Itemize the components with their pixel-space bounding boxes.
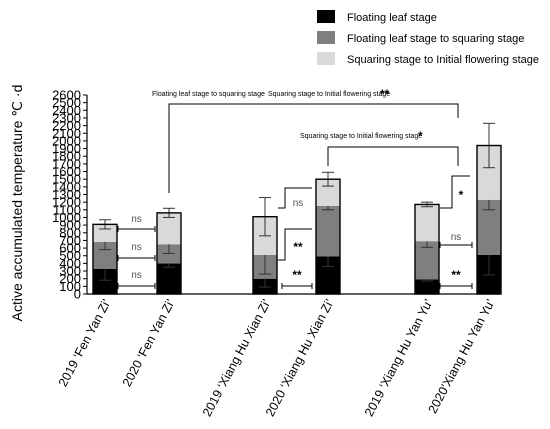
y-tick-label: 1700 [52, 156, 81, 171]
significance-mark: ** [380, 87, 390, 101]
x-tick-label: 2019 ‘Xiang Hu Yan Yu’ [362, 297, 436, 419]
pairwise-label: * [459, 188, 464, 202]
y-tick-label: 700 [59, 233, 81, 248]
bar-outline [315, 178, 341, 295]
y-tick-label: 100 [59, 279, 81, 294]
y-tick-label: 1900 [52, 141, 81, 156]
y-tick-label: 1000 [52, 210, 81, 225]
bar-segment [157, 263, 181, 294]
y-tick-label: 2100 [52, 126, 81, 141]
legend-label: Floating leaf stage to squaring stage [347, 33, 524, 45]
bar-outline [156, 212, 182, 295]
y-axis-label: Active accumulated temperature ℃ ·d [9, 85, 25, 322]
annotation-label: Squaring stage to Initial flowering stag… [268, 91, 390, 98]
bar-segment [415, 204, 439, 242]
significance-brackets: Floating leaf stage to squaring stage Squ… [117, 87, 473, 289]
pairwise-label: ns [293, 198, 304, 209]
annotation-label: Squaring stage to Initial flowering stag… [300, 133, 422, 140]
y-tick-label: 1800 [52, 149, 81, 164]
y-tick-label: 0 [74, 287, 81, 302]
bar-outline [476, 144, 502, 295]
y-tick-label: 2600 [52, 88, 81, 103]
annotation-bracket [168, 103, 459, 193]
y-tick-label: 1200 [52, 195, 81, 210]
pairwise-bracket [440, 175, 470, 209]
y-tick-label: 2400 [52, 103, 81, 118]
bar-segment [415, 279, 439, 294]
pairwise-label: ns [131, 214, 142, 225]
legend-swatch [317, 10, 335, 23]
bar-outline [92, 223, 118, 295]
y-tick-label: 2300 [52, 110, 81, 125]
y-tick-label: 1400 [52, 179, 81, 194]
bar-segment [157, 212, 181, 245]
y-tick-label: 500 [59, 248, 81, 263]
y-tick-label: 1100 [53, 202, 81, 217]
pairwise-label: ** [293, 240, 303, 254]
y-tick-label: 1300 [52, 187, 81, 202]
x-tick-label: 2020 ‘Xiang Hu Xian Zi’ [263, 297, 337, 419]
pairwise-label: ** [451, 268, 461, 282]
y-tick-label: 200 [59, 271, 81, 286]
x-tick-label: 2020’Xiang Hu Yan Yu’ [426, 297, 498, 416]
x-tick-label: 2019 ‘Xiang Hu Xian Zi’ [200, 297, 274, 419]
y-tick-label: 2000 [52, 133, 81, 148]
legend-swatch [317, 52, 335, 65]
bars [92, 122, 502, 295]
y-tick-label: 2500 [52, 95, 81, 110]
significance-mark: * [418, 129, 423, 143]
y-tick-label: 600 [59, 241, 81, 256]
bar-segment [316, 205, 340, 257]
y-tick-label: 300 [59, 264, 81, 279]
bar-outline [414, 203, 440, 295]
pairwise-label: ** [292, 268, 302, 282]
y-tick-label: 900 [59, 218, 81, 233]
x-tick-label: 2019 ‘Fen Yan Zi’ [56, 297, 114, 389]
y-tick-label: 2200 [52, 118, 81, 133]
pairwise-label: ns [131, 270, 142, 281]
legend-label: Squaring stage to Initial flowering stag… [347, 54, 539, 66]
pairwise-bracket [278, 187, 312, 209]
legend-label: Floating leaf stage [347, 12, 437, 24]
pairwise-bracket [278, 228, 312, 261]
bar-outline [252, 215, 278, 295]
y-tick-label: 1500 [52, 172, 81, 187]
y-tick-label: 800 [59, 225, 81, 240]
pairwise-label: ns [131, 242, 142, 253]
annotation-label: Floating leaf stage to squaring stage [152, 91, 265, 98]
annotation-bracket [327, 146, 459, 166]
legend: Floating leaf stage Floating leaf stage t… [317, 10, 539, 66]
y-tick-label: 1600 [52, 164, 81, 179]
legend-swatch [317, 31, 335, 44]
y-tick-label: 400 [59, 256, 81, 271]
pairwise-label: ns [451, 232, 462, 243]
x-tick-label: 2020 ‘Fen Yan Zi’ [120, 297, 178, 389]
